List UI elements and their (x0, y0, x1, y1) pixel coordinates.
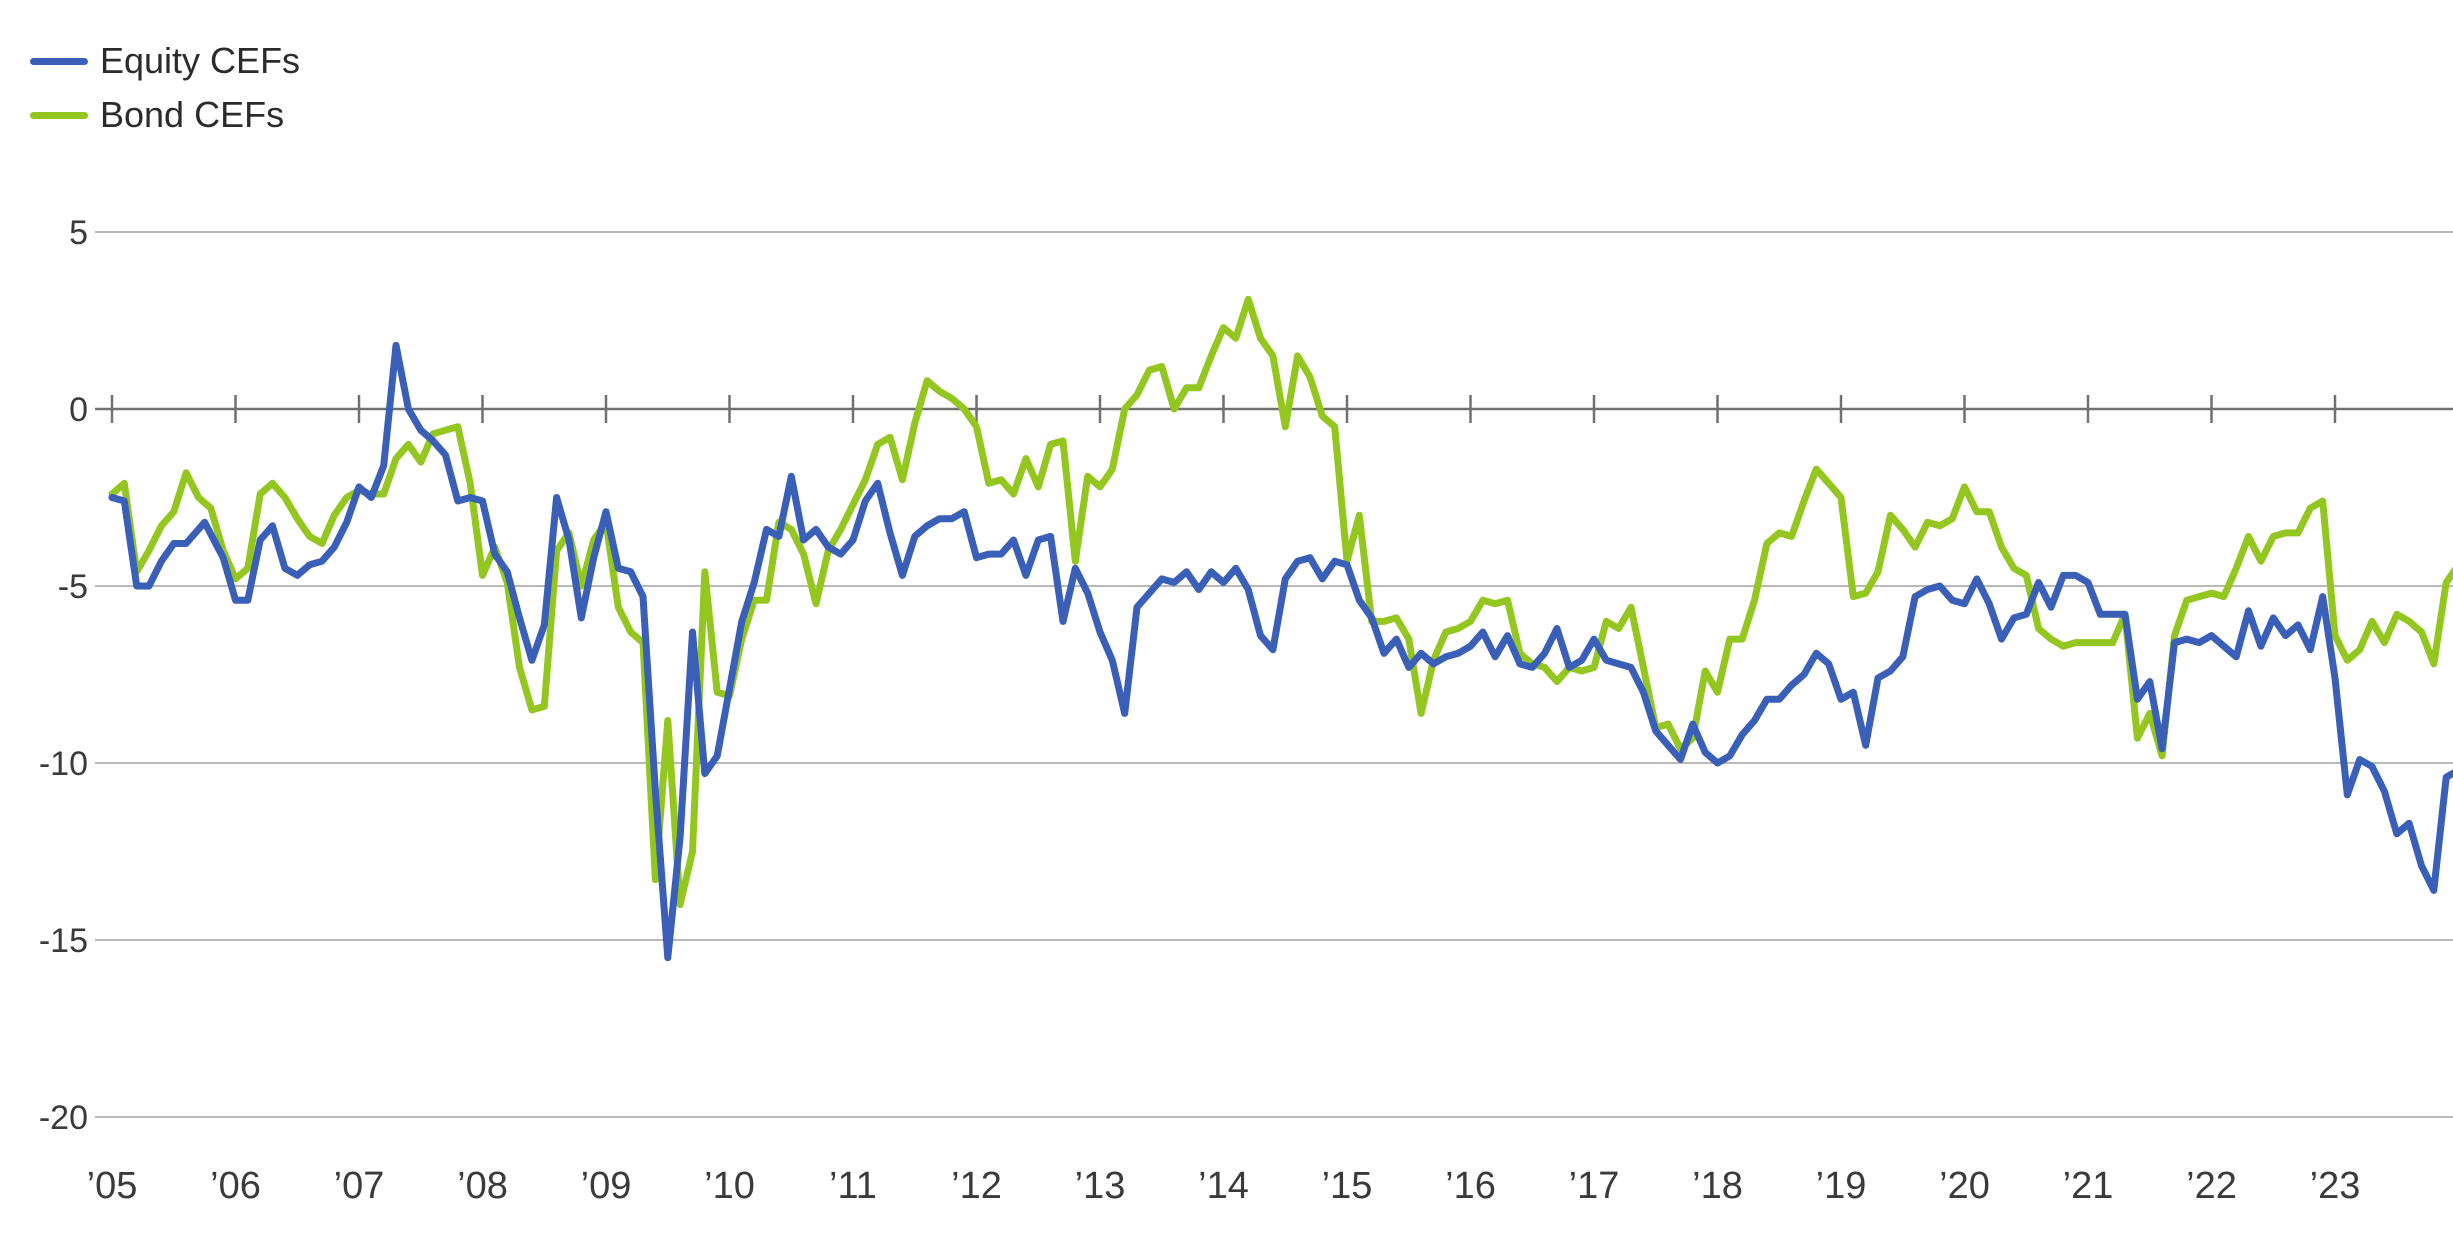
legend-swatch-bond (30, 111, 88, 119)
x-tick-label: ’19 (1816, 1165, 1867, 1207)
x-tick-label: ’21 (2063, 1165, 2114, 1207)
y-tick-label: 0 (69, 391, 88, 429)
x-tick-label: ’09 (581, 1165, 632, 1207)
x-axis (95, 395, 2453, 423)
x-tick-label: ’11 (829, 1165, 877, 1207)
y-tick-label: -20 (39, 1099, 88, 1137)
legend-swatch-equity (30, 57, 88, 65)
legend-label-equity: Equity CEFs (100, 40, 301, 81)
x-tick-label: ’10 (704, 1165, 755, 1207)
x-axis-labels: ’05 ’06 ’07 ’08 ’09 ’10 ’11 ’12 ’13 ’14 ’15 ’16 ’17 ’… (87, 1165, 2361, 1207)
x-tick-label: ’20 (1939, 1165, 1990, 1207)
x-tick-label: ’22 (2186, 1165, 2237, 1207)
x-tick-label: ’23 (2310, 1165, 2361, 1207)
y-tick-label: 5 (69, 214, 88, 252)
y-tick-label: -15 (39, 922, 88, 960)
legend-label-bond: Bond CEFs (100, 94, 285, 135)
x-tick-label: ’05 (87, 1165, 138, 1207)
x-tick-label: ’15 (1322, 1165, 1373, 1207)
series-line-equity (108, 341, 2453, 962)
legend: Equity CEFs Bond CEFs (30, 34, 300, 142)
x-tick-label: ’12 (951, 1165, 1002, 1207)
x-tick-label: ’08 (457, 1165, 508, 1207)
y-tick-label: -5 (58, 568, 88, 606)
x-tick-label: ’14 (1198, 1165, 1249, 1207)
x-tick-label: ’06 (210, 1165, 261, 1207)
series-lines (108, 295, 2453, 962)
y-tick-label: -10 (39, 745, 88, 783)
x-tick-label: ’07 (334, 1165, 385, 1207)
legend-item-equity[interactable]: Equity CEFs (30, 34, 300, 88)
x-tick-label: ’18 (1692, 1165, 1743, 1207)
x-tick-label: ’13 (1075, 1165, 1126, 1207)
legend-item-bond[interactable]: Bond CEFs (30, 88, 300, 142)
y-axis: 5 0 -5 -10 -15 -20 (39, 214, 88, 1137)
x-tick-label: ’17 (1569, 1165, 1620, 1207)
x-tick-label: ’16 (1445, 1165, 1496, 1207)
series-line-bond (108, 295, 2453, 909)
